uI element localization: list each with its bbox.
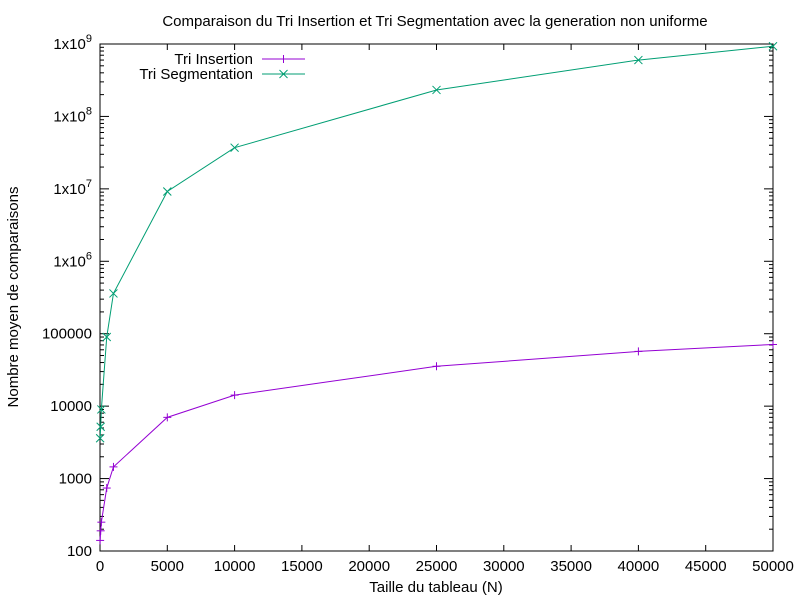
data-point-tri-segmentation <box>768 41 778 51</box>
legend-marker-tri-segmentation <box>279 69 288 79</box>
legend-label-tri-insertion: Tri Insertion <box>174 51 253 68</box>
y-axis-label: Nombre moyen de comparaisons <box>5 187 22 408</box>
data-point-tri-insertion <box>102 484 111 493</box>
data-point-tri-insertion <box>97 518 106 527</box>
x-tick-label: 0 <box>96 558 104 575</box>
y-axis: 100 1000 10000 100000 1x106 1x107 1x108 1x109 <box>42 33 773 560</box>
data-point-tri-segmentation <box>230 143 239 153</box>
series-line-tri-insertion <box>99 343 774 541</box>
data-point-tri-insertion <box>432 362 441 371</box>
y-tick-label: 10000 <box>50 398 92 415</box>
series-layer <box>95 41 778 545</box>
y-tick-label: 1x109 <box>53 33 92 53</box>
legend-label-tri-segmentation: Tri Segmentation <box>139 66 253 83</box>
data-point-tri-insertion <box>634 347 643 356</box>
x-tick-label: 45000 <box>685 558 727 575</box>
x-tick-label: 50000 <box>752 558 794 575</box>
data-point-tri-insertion <box>163 413 172 422</box>
data-point-tri-insertion <box>769 340 777 349</box>
data-point-tri-segmentation <box>102 332 112 342</box>
x-tick-label: 15000 <box>281 558 323 575</box>
data-point-tri-segmentation <box>95 433 105 443</box>
legend-marker-tri-insertion <box>279 55 288 63</box>
y-tick-label: 1x106 <box>53 250 92 270</box>
data-point-tri-insertion <box>109 462 118 471</box>
x-axis: 0 5000 10000 15000 20000 25000 30000 35000 40000… <box>96 44 794 575</box>
x-tick-label: 30000 <box>483 558 525 575</box>
y-tick-label: 1000 <box>59 471 92 488</box>
x-tick-label: 25000 <box>416 558 458 575</box>
data-point-tri-segmentation <box>432 85 441 95</box>
data-point-tri-insertion <box>96 526 105 535</box>
y-tick-label: 100000 <box>42 326 92 343</box>
x-tick-label: 35000 <box>550 558 592 575</box>
data-point-tri-segmentation <box>96 422 106 432</box>
data-point-tri-insertion <box>96 536 105 545</box>
data-point-tri-segmentation <box>162 187 172 196</box>
data-point-tri-segmentation <box>634 55 643 65</box>
chart-title: Comparaison du Tri Insertion et Tri Segm… <box>162 13 707 30</box>
x-tick-label: 5000 <box>151 558 184 575</box>
plot-frame <box>99 43 774 552</box>
data-point-tri-segmentation <box>109 289 118 298</box>
x-tick-label: 40000 <box>618 558 660 575</box>
y-tick-label: 1x108 <box>53 105 92 125</box>
data-point-tri-segmentation <box>96 405 106 414</box>
x-axis-label: Taille du tableau (N) <box>369 579 502 596</box>
data-point-tri-insertion <box>230 391 239 400</box>
series-line-tri-segmentation <box>99 45 774 439</box>
x-tick-label: 10000 <box>214 558 256 575</box>
y-tick-label: 100 <box>67 543 92 560</box>
x-tick-label: 20000 <box>348 558 390 575</box>
y-tick-label: 1x107 <box>53 178 92 198</box>
